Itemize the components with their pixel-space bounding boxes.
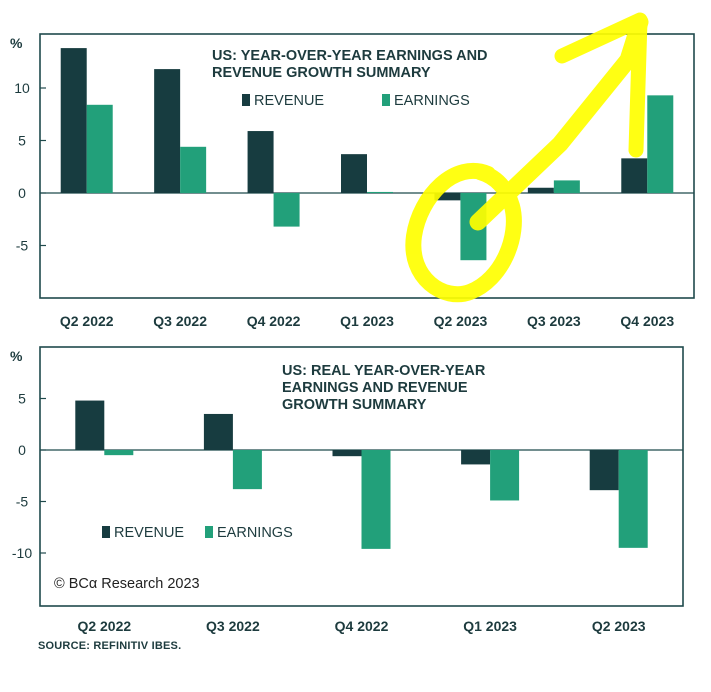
legend-swatch-revenue: [242, 94, 250, 106]
y-tick-label: 0: [18, 185, 26, 201]
chart-title-line: REVENUE GROWTH SUMMARY: [212, 65, 431, 81]
highlighter-annotation: [405, 12, 649, 303]
x-category-label: Q2 2022: [60, 313, 114, 329]
legend-label-revenue: REVENUE: [114, 525, 184, 541]
y-tick-label: 0: [18, 442, 26, 458]
bar-earnings: [490, 450, 520, 501]
chart-title-line: US: YEAR-OVER-YEAR EARNINGS AND: [212, 48, 488, 64]
watermark-text: © BCα Research 2023: [54, 576, 200, 592]
x-category-label: Q4 2023: [620, 313, 674, 329]
bar-revenue: [461, 450, 491, 465]
bar-earnings: [232, 450, 262, 490]
legend-swatch-earnings: [205, 526, 213, 538]
bar-earnings: [104, 450, 134, 456]
x-category-label: Q3 2022: [153, 313, 207, 329]
legend-label-earnings: EARNINGS: [394, 93, 470, 109]
chart-frame: [39, 346, 684, 607]
bar-earnings: [273, 193, 300, 227]
legend-swatch-earnings: [382, 94, 390, 106]
highlighter-arrow-head: [554, 12, 648, 158]
y-tick-label: 10: [14, 80, 30, 96]
legend-label-earnings: EARNINGS: [217, 525, 293, 541]
bar-earnings: [618, 450, 648, 548]
bar-earnings: [553, 180, 580, 193]
legend-swatch-revenue: [102, 526, 110, 538]
y-tick-label: -5: [16, 494, 29, 510]
bar-revenue: [434, 193, 461, 201]
bar-revenue: [60, 48, 87, 193]
bar-earnings: [180, 146, 207, 193]
x-category-label: Q2 2023: [592, 618, 646, 634]
bar-earnings: [367, 191, 393, 193]
y-tick-label: 5: [18, 133, 26, 149]
chart-title-line: GROWTH SUMMARY: [282, 397, 427, 413]
bar-revenue: [527, 187, 554, 193]
x-category-label: Q4 2022: [247, 313, 301, 329]
bar-earnings: [361, 450, 391, 549]
y-tick-label: -5: [16, 238, 29, 254]
x-category-label: Q4 2022: [335, 618, 389, 634]
bar-revenue: [332, 450, 362, 457]
chart-panel-2: % 5 0 -5 -10 US: REAL YEAR-OVER-YEAREARNINGS …: [10, 346, 684, 634]
bar-revenue: [154, 69, 181, 193]
x-category-label: Q2 2023: [434, 313, 488, 329]
y-tick-label: -10: [12, 545, 32, 561]
bar-revenue: [341, 154, 367, 193]
bar-revenue: [589, 450, 619, 491]
bar-revenue: [247, 131, 274, 193]
x-category-label: Q3 2022: [206, 618, 260, 634]
y-tick-label: 5: [18, 391, 26, 407]
legend-label-revenue: REVENUE: [254, 93, 324, 109]
x-category-label: Q2 2022: [77, 618, 131, 634]
chart-frame: [39, 33, 695, 299]
bar-earnings: [647, 95, 674, 193]
y-unit-label: %: [10, 35, 23, 51]
y-unit-label: %: [10, 348, 23, 364]
bar-revenue: [75, 400, 105, 450]
chart-title-line: US: REAL YEAR-OVER-YEAR: [282, 363, 486, 379]
x-category-label: Q3 2023: [527, 313, 581, 329]
bar-earnings: [86, 104, 113, 193]
source-note: SOURCE: REFINITIV IBES.: [38, 640, 182, 652]
bar-revenue: [621, 158, 648, 193]
bar-revenue: [203, 413, 233, 450]
chart-title-line: EARNINGS AND REVENUE: [282, 380, 468, 396]
x-category-label: Q1 2023: [340, 313, 394, 329]
x-category-label: Q1 2023: [463, 618, 517, 634]
